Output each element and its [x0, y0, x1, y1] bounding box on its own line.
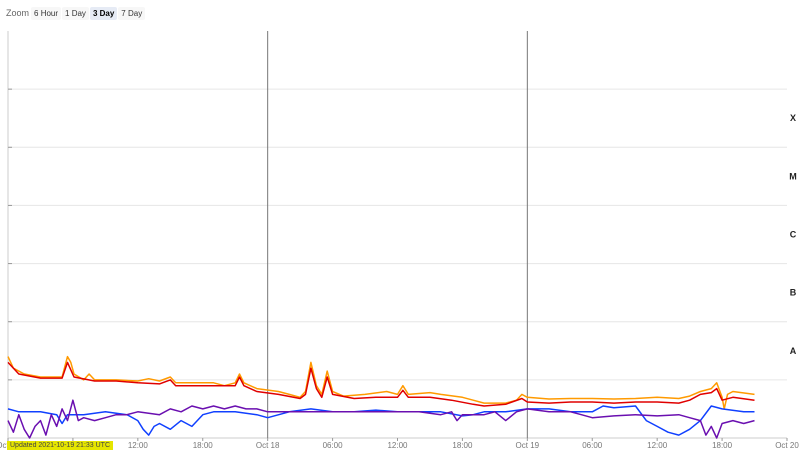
zoom-3-day-button[interactable]: 3 Day — [89, 6, 118, 20]
x-tick-label: 18:00 — [452, 441, 473, 450]
flare-class-label-c: C — [790, 230, 797, 240]
zoom-7-day-button[interactable]: 7 Day — [118, 6, 146, 20]
x-tick-label: 06:00 — [582, 441, 603, 450]
flare-class-labels: A B C M X — [789, 113, 797, 356]
updated-timestamp: Updated 2021-10-19 21:33 UTC — [7, 441, 114, 450]
series-line-long-secondary — [7, 361, 755, 407]
zoom-bar: Zoom 6 Hour 1 Day 3 Day 7 Day — [6, 4, 146, 22]
x-tick-label: Oct 20 — [775, 441, 799, 450]
series-layer — [7, 355, 755, 439]
x-tick-label: 12:00 — [128, 441, 149, 450]
series-line-short-primary — [7, 405, 755, 436]
zoom-label: Zoom — [6, 8, 30, 18]
grid — [7, 31, 788, 441]
x-tick-label: 18:00 — [193, 441, 214, 450]
series-line-short-secondary — [7, 399, 755, 439]
series-line-long-primary — [7, 355, 755, 410]
x-tick-label: 06:00 — [323, 441, 344, 450]
x-tick-label: 12:00 — [647, 441, 668, 450]
flare-class-label-b: B — [790, 288, 797, 298]
x-tick-label: Oct 18 — [256, 441, 280, 450]
flare-class-label-a: A — [790, 346, 797, 356]
zoom-6-hour-button[interactable]: 6 Hour — [31, 6, 62, 20]
x-tick-label: Oct 19 — [516, 441, 540, 450]
flare-class-label-x: X — [790, 113, 796, 123]
x-tick-label: 18:00 — [712, 441, 733, 450]
flare-class-label-m: M — [789, 171, 797, 181]
zoom-1-day-button[interactable]: 1 Day — [62, 6, 89, 20]
x-tick-label: 12:00 — [387, 441, 408, 450]
